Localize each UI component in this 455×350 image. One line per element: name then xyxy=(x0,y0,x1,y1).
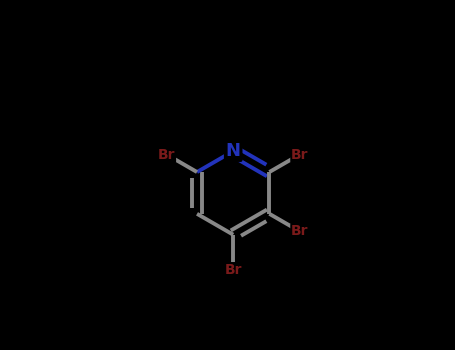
Text: Br: Br xyxy=(158,147,176,161)
Text: Br: Br xyxy=(224,263,242,277)
Text: Br: Br xyxy=(291,224,308,238)
Text: N: N xyxy=(226,142,241,160)
Text: Br: Br xyxy=(291,147,308,161)
